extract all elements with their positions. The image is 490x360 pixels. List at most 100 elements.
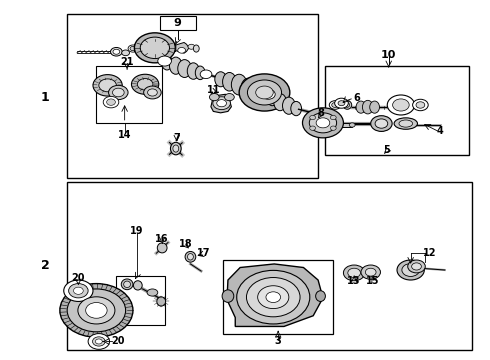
Text: 12: 12 [423, 248, 437, 258]
Ellipse shape [222, 290, 234, 302]
Bar [116, 276, 165, 325]
Text: 8: 8 [317, 108, 324, 118]
Bar [67, 182, 471, 350]
Circle shape [178, 48, 186, 53]
Circle shape [266, 292, 281, 302]
Bar [325, 66, 469, 155]
Ellipse shape [394, 118, 417, 129]
Ellipse shape [194, 45, 199, 52]
Circle shape [200, 70, 212, 78]
Circle shape [88, 334, 110, 349]
Ellipse shape [349, 123, 355, 127]
Bar [67, 14, 318, 178]
Circle shape [64, 280, 93, 301]
Circle shape [330, 126, 336, 130]
Polygon shape [211, 94, 231, 113]
Ellipse shape [215, 72, 226, 87]
Circle shape [213, 97, 230, 110]
Circle shape [224, 94, 234, 101]
Circle shape [103, 96, 119, 108]
Circle shape [387, 95, 415, 115]
Ellipse shape [157, 297, 166, 306]
Text: 5: 5 [383, 145, 390, 155]
Ellipse shape [123, 281, 130, 288]
Circle shape [144, 86, 161, 99]
Ellipse shape [188, 253, 194, 260]
Circle shape [74, 287, 83, 294]
Circle shape [60, 284, 133, 337]
Text: 17: 17 [197, 248, 210, 258]
Ellipse shape [399, 120, 413, 127]
Ellipse shape [345, 103, 349, 107]
Text: 10: 10 [381, 50, 396, 60]
Ellipse shape [231, 74, 247, 95]
Text: 9: 9 [174, 18, 182, 28]
Ellipse shape [250, 82, 262, 98]
Text: 16: 16 [155, 234, 169, 244]
Ellipse shape [241, 78, 256, 98]
Circle shape [332, 103, 339, 108]
Circle shape [93, 337, 105, 346]
Circle shape [107, 99, 116, 105]
Circle shape [113, 49, 120, 54]
Text: 7: 7 [173, 133, 180, 143]
Text: 4: 4 [437, 126, 443, 136]
Ellipse shape [316, 291, 325, 301]
Ellipse shape [187, 63, 199, 79]
Ellipse shape [173, 145, 179, 152]
Circle shape [239, 74, 290, 111]
Circle shape [309, 113, 337, 133]
Circle shape [413, 99, 428, 111]
Ellipse shape [363, 100, 373, 114]
Ellipse shape [178, 60, 192, 77]
Circle shape [316, 118, 330, 128]
Circle shape [329, 101, 341, 109]
Text: 18: 18 [179, 239, 193, 249]
Circle shape [361, 265, 380, 279]
Circle shape [310, 116, 316, 120]
Ellipse shape [291, 102, 301, 116]
Circle shape [147, 89, 157, 96]
Text: 20: 20 [112, 337, 125, 346]
Circle shape [412, 263, 421, 270]
Text: 20: 20 [72, 273, 85, 283]
Circle shape [78, 297, 115, 324]
Circle shape [402, 264, 419, 276]
Bar [223, 260, 333, 334]
Circle shape [111, 48, 122, 56]
Circle shape [134, 33, 175, 63]
Ellipse shape [133, 281, 142, 290]
Bar [160, 17, 196, 30]
Circle shape [113, 88, 124, 97]
Polygon shape [337, 123, 352, 127]
Circle shape [246, 278, 300, 317]
Circle shape [131, 74, 159, 94]
Circle shape [188, 44, 195, 49]
Circle shape [366, 268, 376, 276]
Circle shape [109, 85, 128, 100]
Polygon shape [176, 42, 189, 53]
Circle shape [140, 37, 170, 59]
Circle shape [375, 119, 388, 128]
Text: 15: 15 [367, 276, 380, 286]
Circle shape [262, 89, 275, 99]
Circle shape [86, 302, 107, 318]
Polygon shape [227, 264, 323, 327]
Circle shape [416, 102, 425, 108]
Text: 1: 1 [41, 91, 49, 104]
Ellipse shape [370, 101, 379, 113]
Text: 2: 2 [41, 259, 49, 272]
Circle shape [392, 99, 409, 111]
Ellipse shape [196, 66, 205, 80]
Text: 13: 13 [347, 276, 361, 286]
Ellipse shape [343, 101, 352, 109]
Ellipse shape [283, 97, 295, 114]
Circle shape [122, 50, 129, 56]
Circle shape [93, 75, 122, 96]
Ellipse shape [147, 289, 158, 296]
Circle shape [330, 116, 336, 120]
Circle shape [258, 286, 289, 309]
Circle shape [69, 284, 88, 298]
Text: 11: 11 [207, 85, 220, 95]
Ellipse shape [170, 57, 182, 74]
